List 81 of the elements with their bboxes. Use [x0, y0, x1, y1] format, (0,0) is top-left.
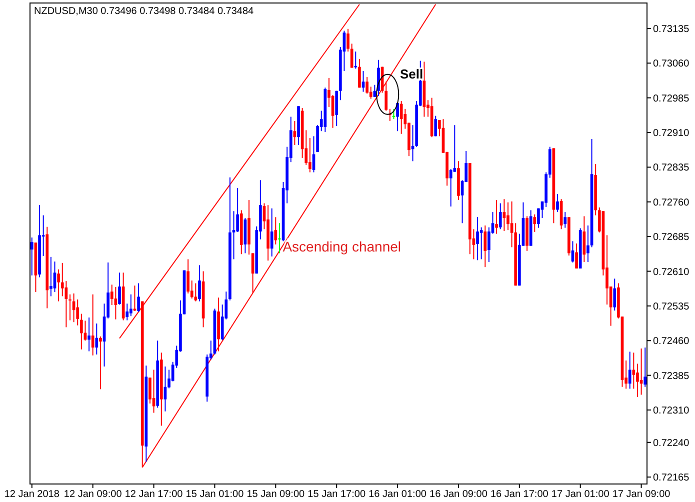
y-tick-label: 0.72240	[653, 438, 690, 449]
candlestick	[556, 194, 559, 213]
candlestick	[488, 226, 490, 262]
candlestick	[270, 208, 274, 257]
candlestick	[274, 216, 278, 245]
x-tick-label: 16 Jan 09:00	[430, 489, 488, 500]
candlestick	[434, 115, 438, 137]
candlestick	[354, 51, 358, 70]
candlestick	[186, 258, 190, 294]
y-tick-label: 0.72385	[653, 370, 690, 382]
x-tick-label: 17 Jan 09:00	[612, 489, 671, 500]
candlestick	[137, 282, 140, 312]
x-tick-label: 15 Jan 17:00	[308, 489, 366, 500]
candlestick	[30, 236, 34, 276]
x-tick-label: 12 Jan 09:00	[64, 489, 122, 500]
candlestick	[564, 212, 567, 228]
x-tick-label: 16 Jan 01:00	[368, 489, 427, 500]
y-tick-label: 0.72685	[653, 232, 690, 244]
candlestick	[586, 224, 590, 262]
candlestick	[644, 347, 647, 388]
candlestick	[384, 81, 388, 112]
y-tick-label: 0.72535	[653, 301, 690, 312]
candlestick	[130, 294, 132, 317]
x-tick-label: 12 Jan 17:00	[124, 489, 184, 500]
candlestick	[495, 200, 498, 234]
candlestick	[133, 285, 136, 312]
candlestick	[88, 317, 90, 352]
candlestick	[350, 43, 354, 68]
candlestick	[392, 108, 396, 120]
candlestick	[232, 210, 236, 260]
y-tick-label: 0.72610	[653, 266, 690, 278]
candlestick	[148, 377, 152, 404]
candlestick	[377, 59, 380, 96]
candlestick	[400, 100, 403, 134]
candlestick	[502, 198, 506, 232]
candlestick	[194, 282, 198, 302]
x-tick-label: 15 Jan 09:00	[246, 489, 306, 500]
y-tick-label: 0.72760	[653, 197, 690, 208]
y-tick-label: 0.72985	[653, 93, 690, 104]
y-tick-label: 0.72460	[653, 336, 690, 348]
candlestick	[198, 264, 201, 302]
candlestick	[68, 294, 72, 321]
candlestick	[396, 102, 399, 132]
x-tick-label: 15 Jan 01:00	[186, 489, 244, 500]
candlestick	[613, 278, 616, 312]
y-tick-label: 0.72835	[653, 162, 690, 174]
candlestick	[366, 76, 368, 94]
candlestick	[582, 216, 586, 262]
y-tick-label: 0.72910	[653, 128, 690, 139]
candlestick	[118, 272, 121, 306]
candlestick	[480, 226, 483, 260]
candlestick	[575, 243, 578, 269]
annotation: Ascending channel	[282, 238, 402, 254]
candlestick	[126, 303, 129, 321]
candlestick	[632, 352, 636, 390]
chart-title: NZDUSD,M30 0.73496 0.73498 0.73484 0.73484	[34, 6, 254, 17]
candlestick	[50, 256, 52, 297]
candlestick	[308, 138, 312, 173]
x-tick-label: 17 Jan 01:00	[551, 489, 610, 500]
candlestick	[449, 168, 452, 207]
x-tick-label: 16 Jan 17:00	[490, 489, 549, 500]
y-tick-label: 0.73135	[653, 24, 690, 35]
x-tick-label: 12 Jan 2018	[4, 489, 60, 500]
candlestick	[57, 268, 60, 302]
candlestick	[628, 351, 632, 390]
candlestick	[91, 294, 94, 356]
y-tick-label: 0.73060	[653, 58, 690, 70]
y-tick-label: 0.72165	[653, 472, 690, 484]
candlestick	[358, 58, 361, 88]
candlestick	[346, 28, 350, 52]
candlestick	[99, 336, 102, 390]
candlestick	[484, 224, 487, 268]
candlestick	[533, 214, 536, 232]
y-tick-label: 0.72310	[653, 406, 690, 416]
candlestick	[80, 313, 83, 350]
candlestick	[498, 202, 502, 230]
candlestick	[506, 202, 510, 231]
candlestick	[636, 363, 639, 398]
candlestick	[278, 222, 281, 254]
candlestick	[476, 216, 479, 261]
candlestick	[95, 323, 98, 355]
